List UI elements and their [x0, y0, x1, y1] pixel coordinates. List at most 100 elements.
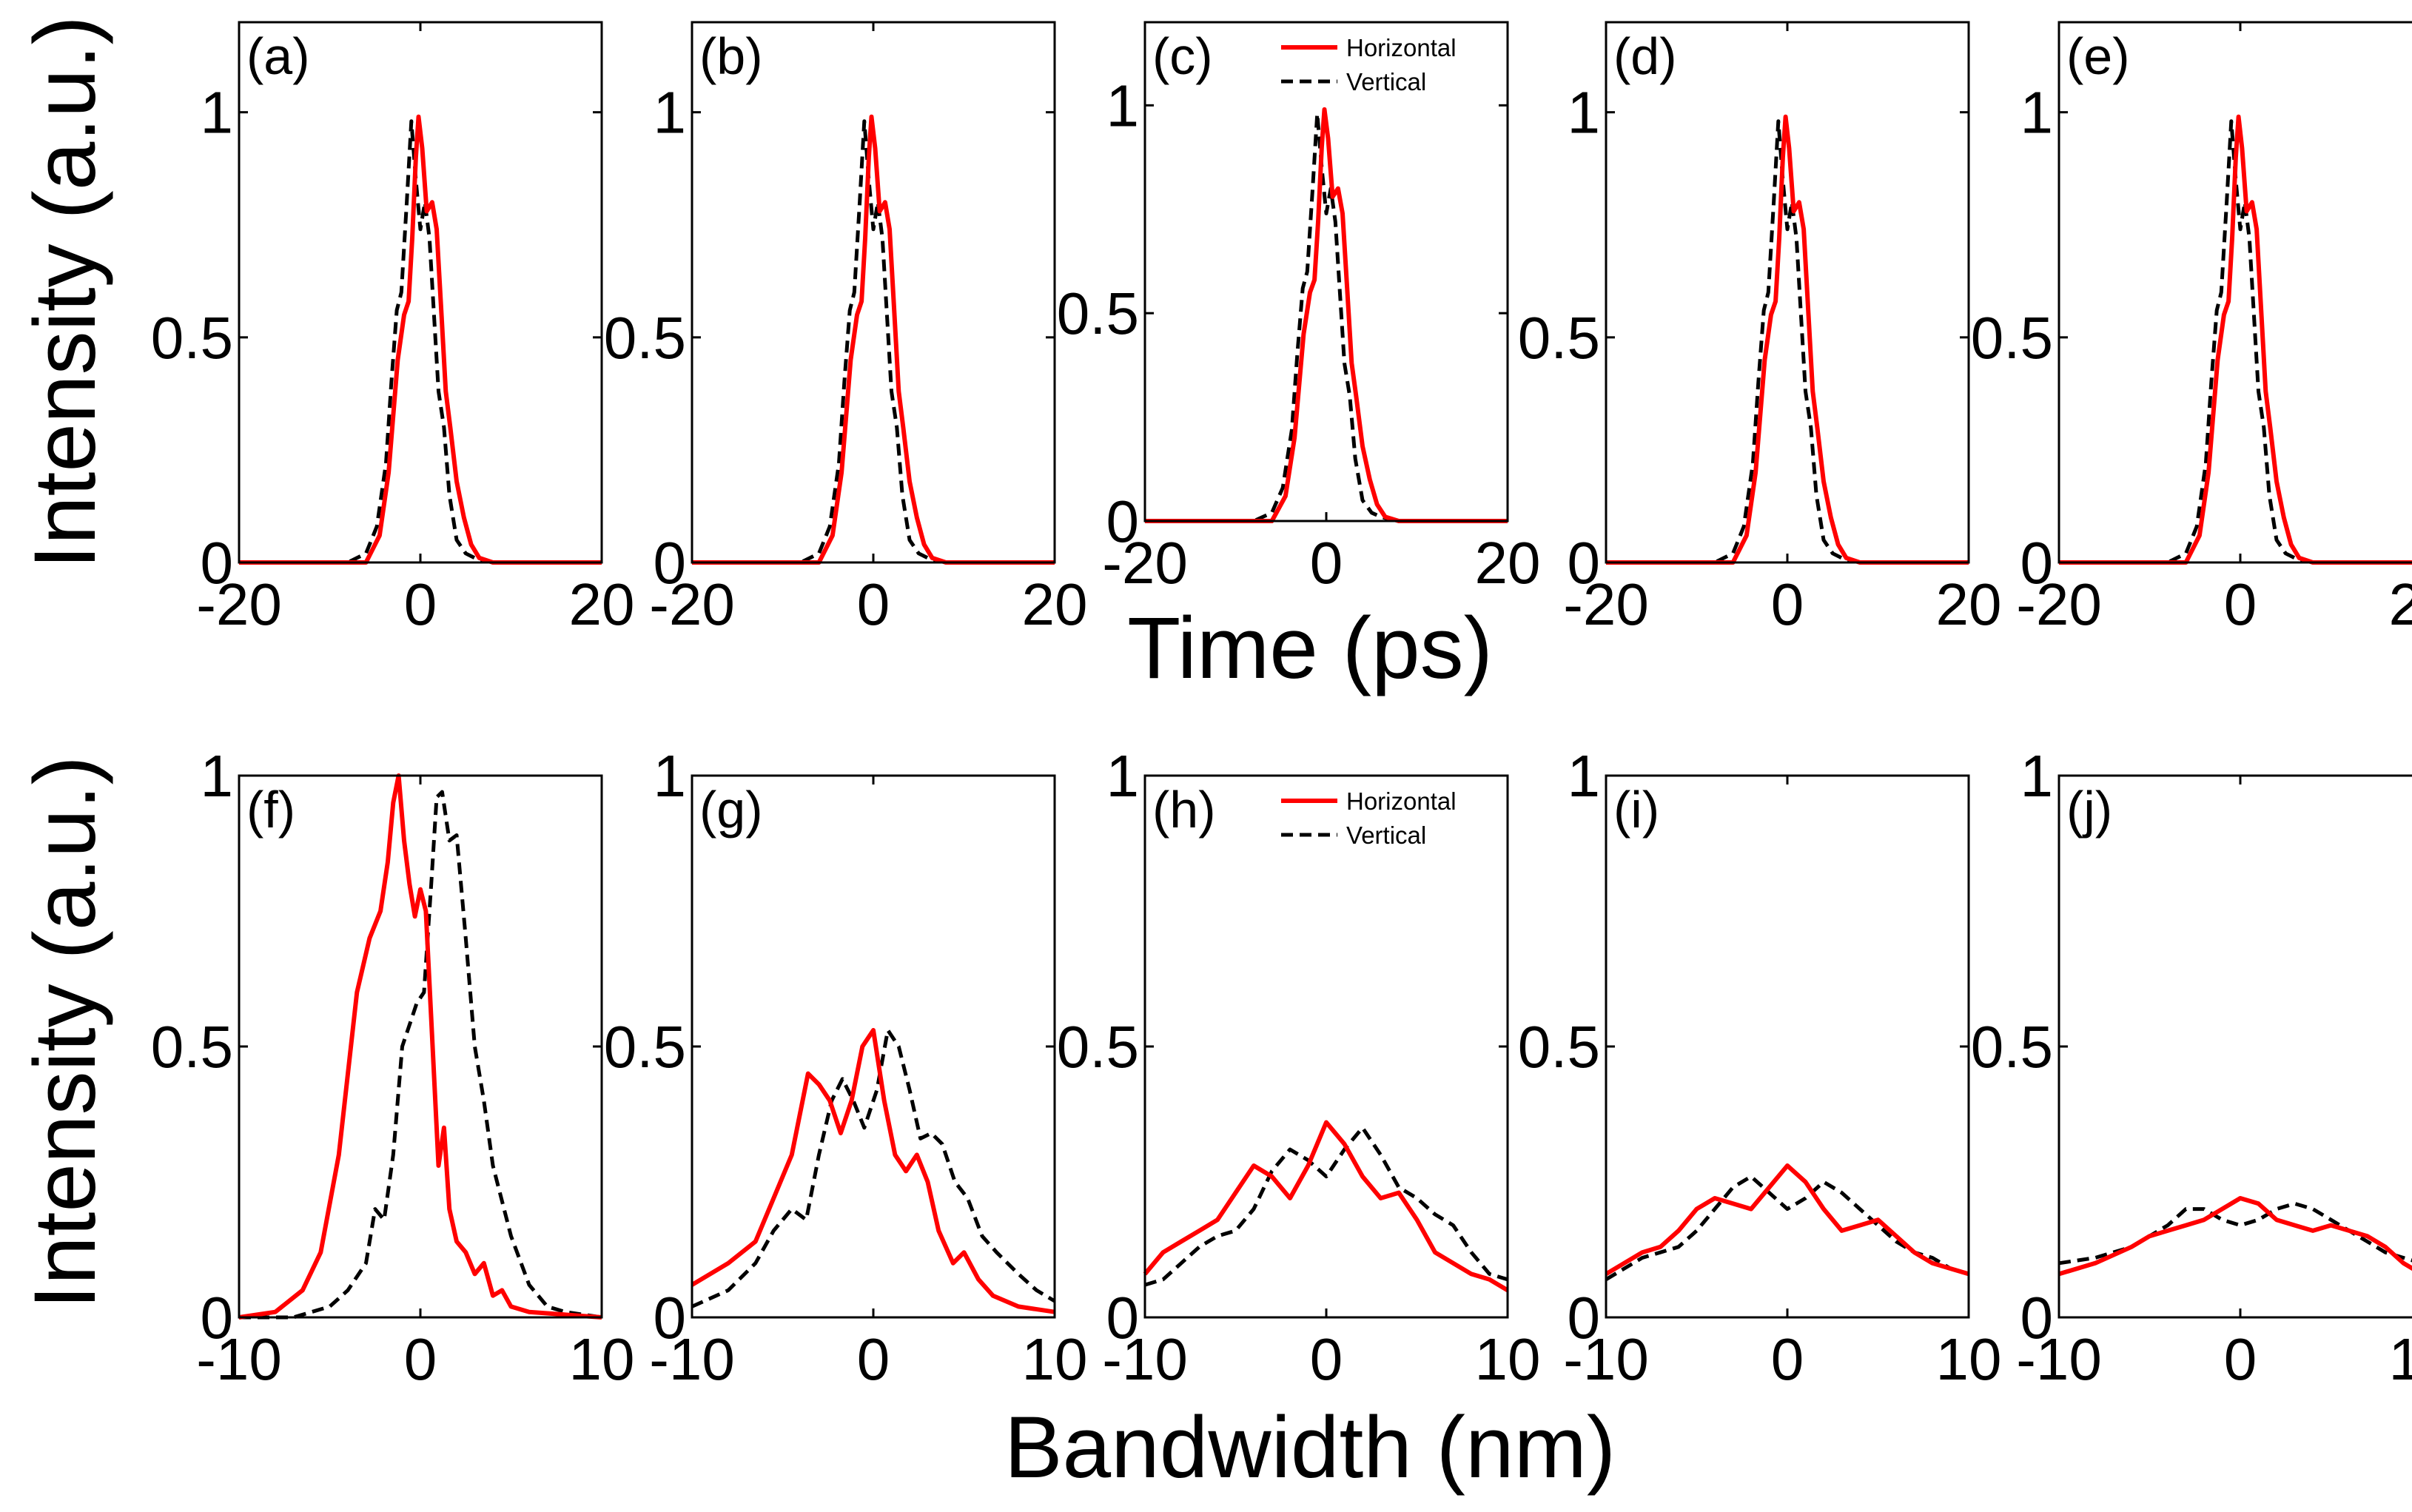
axes-frame: [1605, 21, 1970, 564]
series-vertical-line: [239, 119, 602, 565]
series-horizontal-line: [1605, 1163, 1969, 1277]
y-tick-label: 1: [654, 743, 687, 809]
y-tick-label: 0.5: [1518, 305, 1600, 371]
y-tick-label: 0: [1106, 488, 1140, 554]
y-tick-label: 0: [1568, 530, 1601, 596]
legend: Horizontal Vertical: [1271, 23, 1507, 98]
legend: Horizontal Vertical: [1271, 776, 1507, 852]
x-tick-label: -20: [196, 571, 282, 637]
legend-vertical-label: Vertical: [1346, 68, 1426, 95]
y-tick-label: 0.5: [1057, 280, 1139, 346]
x-tick-label: 10: [1936, 1326, 2002, 1392]
x-tick-label: 20: [569, 571, 635, 637]
x-tick-label: 0: [1310, 1326, 1343, 1392]
x-tick-label: 20: [2389, 571, 2412, 637]
axes-frame: [691, 774, 1056, 1319]
x-tick-label: 10: [2389, 1326, 2412, 1392]
y-tick-label: 0: [1106, 1285, 1140, 1351]
x-tick-label: 10: [1022, 1326, 1088, 1392]
y-tick-label: 0.5: [1971, 1014, 2053, 1080]
y-tick-label: 0: [2020, 1285, 2054, 1351]
legend-vertical-label: Vertical: [1346, 821, 1426, 849]
axes-frame: [1605, 774, 1970, 1319]
panel-label: (b): [699, 27, 763, 85]
y-tick-label: 0.5: [1057, 1014, 1139, 1080]
x-tick-label: 10: [1475, 1326, 1541, 1392]
y-tick-label: 1: [2020, 743, 2054, 809]
series-horizontal-line: [1143, 1120, 1509, 1292]
x-tick-label: -10: [1563, 1326, 1649, 1392]
y-tick-label: 0: [201, 1285, 234, 1351]
series-vertical-line: [692, 119, 1055, 565]
y-tick-label: 1: [2020, 80, 2054, 146]
y-tick-label: 1: [1106, 73, 1140, 138]
series-vertical-line: [1144, 1126, 1508, 1287]
x-tick-label: -10: [2016, 1326, 2102, 1392]
axes-frame: [1143, 774, 1509, 1319]
x-tick-label: 0: [857, 571, 890, 637]
series-horizontal-line: [2059, 114, 2412, 565]
x-tick-label: 20: [1936, 571, 2002, 637]
series-horizontal-line: [692, 114, 1055, 565]
x-tick-label: -10: [649, 1326, 735, 1392]
axes-frame: [238, 774, 603, 1319]
x-tick-label: -20: [1563, 571, 1649, 637]
panel-label: (i): [1613, 781, 1659, 839]
series-horizontal-line: [691, 1028, 1055, 1314]
y-tick-label: 0.5: [1518, 1014, 1600, 1080]
legend-horizontal-label: Horizontal: [1346, 787, 1457, 815]
legend-horizontal-label: Horizontal: [1346, 34, 1457, 61]
axes-frame: [2057, 774, 2412, 1319]
x-tick-label: 0: [404, 1326, 437, 1392]
legend-box: [1271, 23, 1507, 98]
x-tick-label: 20: [1022, 571, 1088, 637]
x-tick-label: 0: [2224, 571, 2257, 637]
x-tick-label: 0: [857, 1326, 890, 1392]
axes-frame: [1143, 21, 1509, 523]
series-vertical-line: [1145, 112, 1508, 523]
y-tick-label: 0: [201, 530, 234, 596]
panel-label: (f): [246, 781, 295, 839]
y-tick-label: 0: [2020, 530, 2054, 596]
panel-label: (h): [1152, 781, 1216, 839]
x-axis-label-top: Time (ps): [1127, 599, 1493, 697]
series-horizontal-line: [2058, 1196, 2412, 1277]
x-tick-label: -20: [649, 571, 735, 637]
y-axis-label-bottom: Intensity (a.u.): [16, 756, 114, 1309]
y-tick-label: 0: [1568, 1285, 1601, 1351]
series-horizontal-line: [1606, 114, 1969, 565]
y-tick-label: 1: [201, 743, 234, 809]
y-tick-label: 0.5: [151, 305, 233, 371]
panel-label: (j): [2066, 781, 2112, 839]
x-tick-label: -20: [1102, 530, 1188, 596]
y-tick-label: 1: [654, 80, 687, 146]
x-tick-label: 0: [1310, 530, 1343, 596]
y-tick-label: 1: [1106, 743, 1140, 809]
series-horizontal-line: [238, 773, 602, 1320]
axes-frame: [238, 21, 603, 564]
panel-label: (e): [2066, 27, 2130, 85]
panel-label: (g): [699, 781, 763, 839]
x-tick-label: 0: [1771, 571, 1804, 637]
x-tick-label: -10: [196, 1326, 282, 1392]
series-vertical-line: [1605, 1175, 1969, 1281]
axes-frame: [691, 21, 1056, 564]
y-tick-label: 1: [1568, 80, 1601, 146]
legend-box: [1271, 776, 1507, 852]
panel-label: (c): [1152, 27, 1213, 85]
panel-label: (d): [1613, 27, 1677, 85]
series-vertical-line: [2059, 119, 2412, 565]
y-tick-label: 0: [654, 1285, 687, 1351]
y-tick-label: 0.5: [1971, 305, 2053, 371]
x-tick-label: 10: [569, 1326, 635, 1392]
x-tick-label: 20: [1475, 530, 1541, 596]
